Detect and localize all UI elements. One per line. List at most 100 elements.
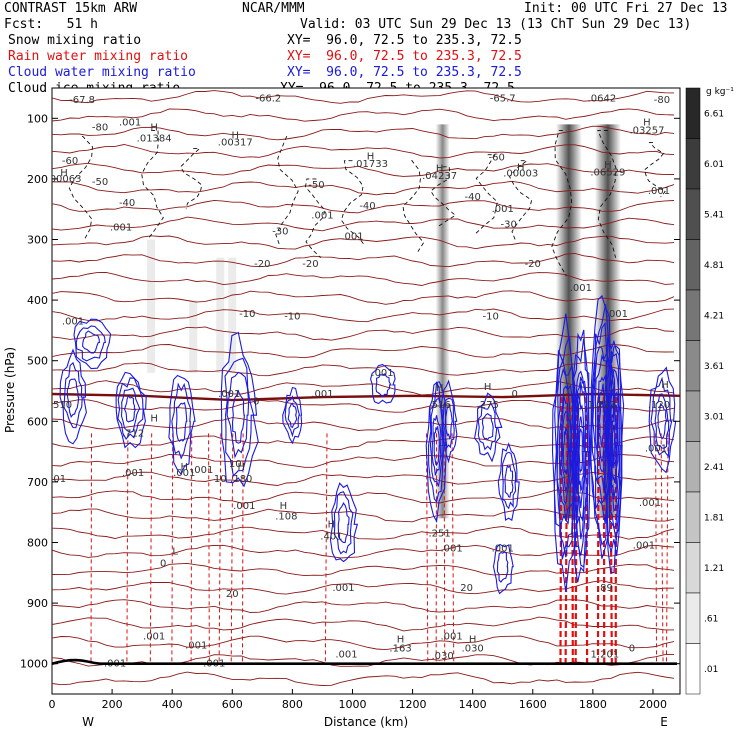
x-tick-label: 1200 [399, 698, 427, 711]
isotherm-line [52, 271, 675, 286]
isotherm-line [52, 125, 675, 141]
cloud-ice-contour [180, 148, 203, 210]
cloud-water-contour [477, 402, 498, 451]
cloud-water-contour [82, 330, 100, 354]
isotherm-line [52, 144, 675, 159]
valid-time: Valid: 03 UTC Sun 29 Dec 13 (13 ChT Sun … [300, 17, 692, 32]
rain-contour [443, 433, 446, 664]
isotherm-line [52, 308, 675, 323]
cloud-water-contour [609, 393, 619, 500]
contour-label: -80 [92, 122, 108, 133]
cloud-ice-contour [275, 136, 299, 246]
rain-contour [324, 433, 328, 664]
contour-label: -30 [272, 227, 288, 238]
cloud-water-contour [575, 382, 587, 523]
cloud-water-contour [481, 413, 494, 441]
contour-label: .001 [492, 544, 514, 555]
y-tick-label: 500 [27, 355, 48, 368]
cloud-water-contour [444, 403, 453, 441]
contour-label: .001 [645, 444, 667, 455]
rain-contour [171, 433, 174, 664]
west-endpoint: W [82, 715, 94, 729]
contour-label: -40 [464, 192, 480, 203]
contour-label: .001 [332, 583, 354, 594]
y-tick-label: 600 [27, 415, 48, 428]
isotherm-line [52, 90, 675, 104]
x-tick-label: 1000 [338, 698, 366, 711]
colorbar-label: 4.81 [704, 261, 724, 271]
contour-label: H [661, 380, 669, 391]
contour-label: .001 [311, 210, 333, 221]
rain-contour [208, 433, 210, 664]
cloud-water-contour [329, 482, 359, 563]
axes: 0 200 400 600 800 1000 1200 1400 1600 1800 2000100… [20, 112, 680, 711]
contour-label: .001 [570, 283, 592, 294]
cloud-water-contour [559, 396, 572, 506]
isotherm-line [52, 235, 675, 250]
x-axis-label: Distance (km) [324, 715, 408, 729]
contour-label: .001 [606, 309, 628, 320]
contour-label: .00003 [503, 168, 538, 179]
contour-label: .120 [648, 400, 670, 411]
contour-label: 0 [160, 559, 166, 570]
x-tick-label: 1800 [579, 698, 607, 711]
rain-contour [425, 433, 429, 664]
contour-label: .001 [441, 544, 463, 555]
rain-contour [655, 433, 658, 664]
contour-label: .001 [119, 118, 141, 129]
x-tick-label: 400 [162, 698, 183, 711]
isotherm-line [52, 180, 675, 196]
contour-label: .001 [185, 641, 207, 652]
contour-labels: -67.8 -66.2 -65.7.0642 -80.001-80 HH.00317.0… [47, 93, 670, 669]
contour-label: .001 [122, 468, 144, 479]
contour-label: H [150, 413, 158, 424]
contour-label: .89 [597, 583, 613, 594]
colorbar-label: .01 [704, 665, 718, 675]
colorbar-swatch [685, 87, 701, 139]
cloud-ice-contour [597, 129, 617, 258]
isotherm-line [52, 635, 675, 651]
colorbar-label: 3.61 [704, 362, 724, 372]
contour-label: .01384 [137, 133, 172, 144]
contour-label: .00063 [47, 174, 82, 185]
field-snow-name: Snow mixing ratio [8, 33, 142, 48]
isotherm-line [52, 199, 675, 214]
contour-label: H [604, 160, 612, 171]
colorbar-label: 6.01 [704, 160, 724, 170]
contour-label: .163 [389, 644, 411, 655]
cloud-water-contour [171, 382, 192, 460]
contour-label: H [484, 382, 492, 393]
cloud-water-contour [231, 389, 246, 444]
isotherm-line [52, 562, 675, 577]
contour-label: 0 [512, 389, 518, 400]
colorbar-swatch [685, 289, 701, 341]
contour-label: -60 [62, 156, 78, 167]
isotherm-line [52, 216, 675, 232]
cloud-water-contour [224, 357, 255, 477]
cloud-water-contour [492, 543, 514, 595]
isotherm-line [52, 108, 675, 122]
cloud-ice-contour [475, 154, 498, 234]
contour-label: H [232, 130, 240, 141]
rain-contour [451, 433, 455, 664]
cloud-water-contour [433, 426, 440, 466]
y-tick-label: 100 [27, 112, 48, 125]
cloud-water-contour-layer [59, 294, 677, 595]
cloud-water-contour [440, 379, 458, 464]
contour-label: .06529 [590, 167, 625, 178]
colorbar: 6.61 6.01 5.41 4.81 4.21 3.61 3.01 2.41 1.81 1.21… [685, 87, 724, 695]
contour-label: -80 [654, 95, 670, 106]
cloud-water-contour [284, 395, 301, 438]
cloud-water-contour [282, 386, 303, 445]
colorbar-swatch [685, 491, 701, 543]
y-tick-label: 800 [27, 537, 48, 550]
cloud-water-contour [287, 402, 298, 429]
contour-label: H [60, 168, 68, 179]
contour-label: 1.201 [591, 650, 620, 661]
cloud-water-contour [425, 381, 447, 524]
contour-label: -50 [92, 177, 108, 188]
contour-label: -50 [308, 180, 324, 191]
colorbar-label: 3.01 [704, 412, 724, 422]
contour-label: .001 [341, 232, 363, 243]
contour-label: -20 [302, 259, 318, 270]
